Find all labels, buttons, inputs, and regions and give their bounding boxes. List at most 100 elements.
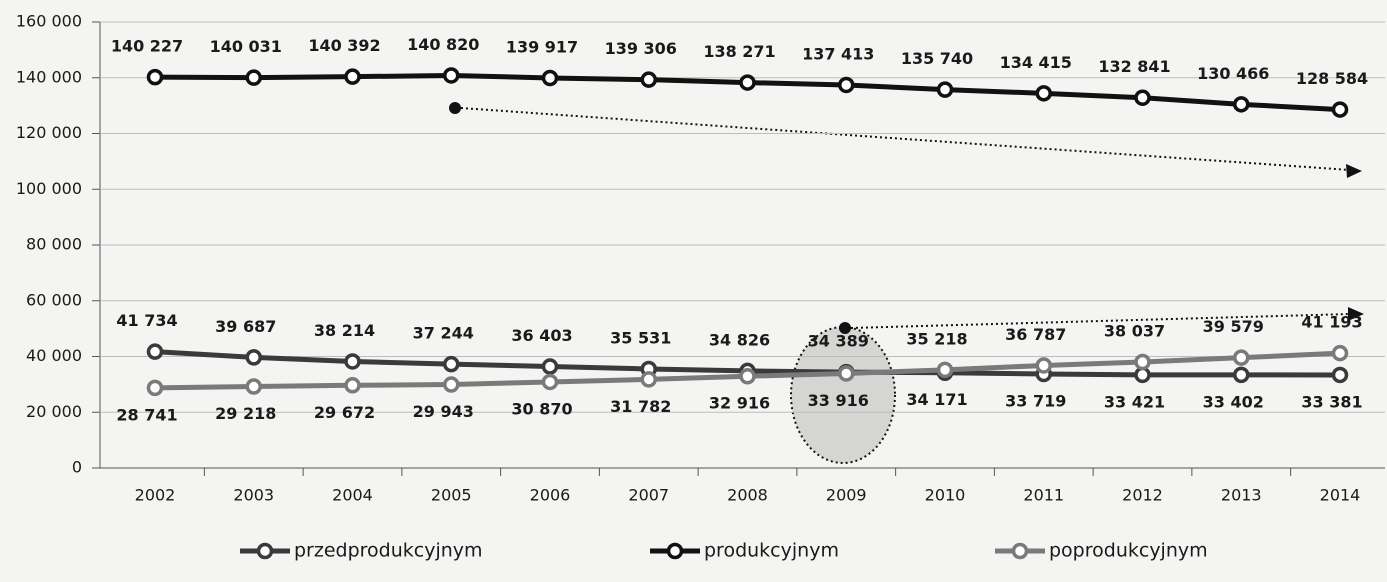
marker [739,74,756,91]
y-tick-label: 20 000 [26,402,82,421]
marker [146,379,164,397]
data-label: 34 171 [906,390,967,409]
data-label: 37 244 [413,324,474,343]
data-label: 41 734 [116,311,177,330]
marker [1331,366,1349,384]
data-label: 140 031 [210,37,282,56]
marker [245,69,262,86]
arrow-head [1348,307,1364,321]
data-label: 32 916 [709,394,770,413]
y-tick-label: 0 [72,458,82,477]
x-tick-label: 2006 [530,486,571,505]
y-tick-label: 140 000 [16,67,82,86]
marker [1134,89,1151,106]
marker [344,353,361,370]
trend-arrow [460,107,1351,171]
marker [739,367,756,385]
data-label: 140 227 [111,37,183,56]
legend-label: poprodukcyjnym [1049,540,1208,562]
x-tick-label: 2008 [727,486,768,505]
data-label: 38 037 [1104,321,1165,340]
marker [245,349,262,366]
marker [838,365,855,382]
data-label: 33 719 [1005,392,1066,411]
marker [640,371,657,388]
legend-label: produkcyjnym [704,540,839,562]
data-label: 36 787 [1005,325,1066,344]
data-label: 34 826 [709,330,770,349]
marker [1331,101,1349,118]
data-label: 29 218 [215,404,276,423]
marker [1134,353,1151,371]
annotation-dot [449,102,461,114]
series: 28 741 29 218 29 672 29 943 30 870 31 782 32 9… [116,313,1362,425]
legend-item: produkcyjnym [650,540,839,562]
data-label: 140 392 [308,36,380,55]
y-tick-label: 120 000 [16,123,82,142]
legend-marker [1011,542,1029,560]
data-label: 132 841 [1098,57,1170,76]
data-label: 137 413 [802,44,874,63]
legend-item: przedprodukcyjnym [240,540,483,562]
marker [1035,85,1052,102]
marker [838,76,855,94]
data-label: 30 870 [511,399,572,418]
data-label: 36 403 [511,326,572,345]
x-tick-label: 2003 [233,486,274,505]
data-label: 33 381 [1301,392,1362,411]
marker [541,373,559,391]
arrow-head [1346,164,1362,178]
y-tick-label: 160 000 [16,12,82,31]
data-label: 134 415 [1000,53,1072,72]
x-tick-label: 2005 [431,486,472,505]
data-label: 33 421 [1104,392,1165,411]
y-tick-label: 60 000 [26,290,82,309]
marker [936,81,954,98]
marker [1134,366,1151,384]
x-tick-label: 2014 [1320,486,1361,505]
x-tick-label: 2013 [1221,486,1262,505]
series: 140 227 140 031 140 392 140 820 139 917 139 3… [111,35,1368,118]
x-tick-label: 2002 [135,486,176,505]
marker [1233,366,1250,384]
data-label: 28 741 [116,405,177,424]
marker [541,358,559,375]
y-tick-label: 40 000 [26,346,82,365]
data-label: 41 193 [1301,313,1362,332]
marker [936,361,954,379]
marker [146,68,164,86]
data-label: 33 916 [808,391,869,410]
data-label: 139 306 [605,39,677,58]
data-label: 139 917 [506,37,578,56]
trend-arrow [850,313,1351,329]
x-tick-label: 2012 [1122,486,1163,505]
data-label: 138 271 [703,42,775,61]
x-tick-label: 2009 [826,486,867,505]
y-tick-label: 100 000 [16,179,82,198]
legend-marker [666,542,684,560]
data-label: 31 782 [610,397,671,416]
data-label: 130 466 [1197,64,1269,83]
legend-marker [256,542,274,560]
data-label: 39 687 [215,317,276,336]
legend-item: poprodukcyjnym [995,540,1208,562]
data-label: 135 740 [901,49,973,68]
marker [541,69,559,87]
x-tick-label: 2004 [332,486,373,505]
data-label: 140 820 [407,35,479,54]
data-label: 35 531 [610,328,671,347]
annotation-dot [839,322,851,334]
x-tick-label: 2010 [925,486,966,505]
marker [640,71,657,88]
data-label: 38 214 [314,321,375,340]
highlight-ellipse [790,326,896,464]
data-label: 128 584 [1296,69,1368,88]
marker [344,68,361,85]
marker [1035,357,1052,374]
marker [443,67,460,84]
marker [443,376,460,393]
marker [1331,344,1349,362]
marker [1233,96,1250,113]
